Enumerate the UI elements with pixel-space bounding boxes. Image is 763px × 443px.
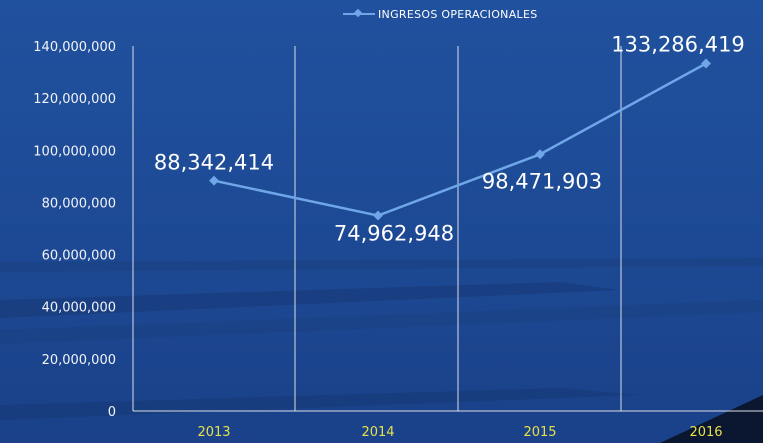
data-label: 133,286,419 <box>611 33 745 57</box>
y-tick-label: 100,000,000 <box>33 144 116 159</box>
y-axis: 0 20,000,000 40,000,000 60,000,000 80,00… <box>33 40 116 420</box>
legend-label: INGRESOS OPERACIONALES <box>378 8 537 21</box>
y-tick-label: 120,000,000 <box>33 92 116 107</box>
data-point-marker <box>535 149 545 160</box>
background-streaks <box>0 258 763 443</box>
x-axis: 2013 2014 2015 2016 <box>197 425 722 440</box>
x-tick-label: 2016 <box>689 425 722 440</box>
data-point-marker <box>209 175 219 186</box>
x-tick-label: 2013 <box>197 425 230 440</box>
y-tick-label: 140,000,000 <box>33 40 116 55</box>
series-line <box>213 62 707 217</box>
data-label: 74,962,948 <box>334 222 454 246</box>
data-labels: 88,342,414 74,962,948 98,471,903 133,286… <box>154 33 745 246</box>
y-tick-label: 80,000,000 <box>42 196 116 211</box>
y-tick-label: 20,000,000 <box>42 353 116 368</box>
data-point-marker <box>701 58 711 69</box>
legend-diamond-marker <box>353 8 363 18</box>
y-tick-label: 60,000,000 <box>42 249 116 264</box>
y-tick-label: 0 <box>108 405 116 420</box>
data-label: 98,471,903 <box>482 169 602 193</box>
vertical-gridlines <box>132 46 763 412</box>
legend: INGRESOS OPERACIONALES <box>343 8 537 21</box>
data-point-marker <box>373 210 383 221</box>
series-ingresos-operacionales <box>209 58 711 221</box>
x-tick-label: 2014 <box>361 425 394 440</box>
data-label: 88,342,414 <box>154 151 274 175</box>
x-tick-label: 2015 <box>523 425 556 440</box>
y-tick-label: 40,000,000 <box>42 301 116 316</box>
